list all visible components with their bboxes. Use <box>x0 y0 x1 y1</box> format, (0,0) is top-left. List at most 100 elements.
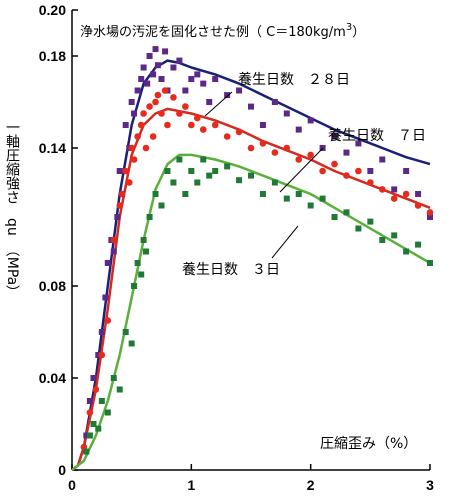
data-point <box>170 64 177 71</box>
data-point <box>367 168 374 174</box>
data-point <box>182 87 189 94</box>
data-point <box>343 172 350 179</box>
data-point <box>199 126 207 133</box>
data-point <box>223 133 231 140</box>
data-point <box>212 76 219 82</box>
y-tick-label: 0.08 <box>39 278 66 294</box>
data-point <box>146 103 153 110</box>
data-point <box>176 110 183 117</box>
data-point <box>259 140 267 147</box>
data-point <box>131 283 138 289</box>
data-point <box>116 386 123 393</box>
data-point <box>307 117 314 124</box>
data-point <box>259 122 266 128</box>
x-tick-label: 3 <box>426 477 434 493</box>
data-point <box>194 179 201 186</box>
annotation-leaders <box>204 91 324 259</box>
data-point <box>83 448 90 455</box>
data-point <box>137 121 145 129</box>
data-point <box>142 248 149 255</box>
data-point <box>379 237 386 243</box>
data-point <box>146 214 153 220</box>
series-curve-2 <box>71 153 431 471</box>
data-point <box>343 209 350 216</box>
data-point <box>212 168 219 174</box>
data-point <box>128 144 135 152</box>
chart-title: 浄水場の汚泥を固化させた例（ C＝180kg/m3） <box>80 22 365 40</box>
data-point <box>110 375 117 381</box>
data-point <box>128 99 135 105</box>
data-point <box>367 179 374 186</box>
data-point <box>152 191 159 197</box>
data-point <box>125 179 133 186</box>
data-point <box>343 149 350 156</box>
data-point <box>170 94 177 101</box>
data-point <box>144 80 151 87</box>
data-point <box>283 195 290 202</box>
data-point <box>355 167 362 175</box>
data-point <box>140 237 147 243</box>
data-point <box>283 110 290 117</box>
data-point <box>283 144 291 152</box>
data-point <box>271 179 278 186</box>
y-tick-label: 0.04 <box>39 370 66 386</box>
data-point <box>248 172 254 179</box>
data-point <box>355 140 362 147</box>
data-point <box>95 352 102 358</box>
data-point <box>131 110 138 117</box>
data-point <box>122 329 129 335</box>
x-tick-label: 1 <box>187 477 195 493</box>
x-axis-label: 圧縮歪み（%） <box>320 436 417 452</box>
data-point <box>379 156 386 163</box>
annotation-leader <box>271 225 299 259</box>
y-tick-label: 0.18 <box>39 48 66 64</box>
x-tick-label: 2 <box>307 477 315 493</box>
data-point <box>158 76 165 82</box>
data-point <box>122 167 129 175</box>
data-points <box>80 46 434 455</box>
data-point <box>236 87 243 94</box>
data-point <box>194 71 201 78</box>
data-point <box>164 168 171 174</box>
x-tick-label: 0 <box>68 477 76 493</box>
data-point <box>138 271 145 278</box>
data-point <box>295 156 303 163</box>
data-point <box>170 179 177 186</box>
data-point <box>98 351 106 359</box>
data-point <box>90 375 97 381</box>
data-point <box>295 126 302 133</box>
data-point <box>331 214 338 220</box>
data-point <box>146 53 153 59</box>
data-point <box>176 156 183 163</box>
y-axis-label: 一軸圧縮強さ qu （MPa） <box>4 120 20 300</box>
data-point <box>235 128 243 136</box>
data-point <box>403 168 410 174</box>
data-point <box>355 225 362 232</box>
data-point <box>247 144 255 152</box>
data-point <box>415 241 422 248</box>
data-point <box>86 432 93 439</box>
data-point <box>206 99 213 105</box>
series-annotation: 養生日数 ３日 <box>182 261 280 278</box>
data-point <box>206 172 213 179</box>
data-point <box>162 48 169 55</box>
data-point <box>391 232 398 239</box>
data-point <box>86 398 93 404</box>
data-point <box>415 191 422 197</box>
annotation-leader <box>279 147 324 193</box>
annotation-leader <box>204 91 233 117</box>
data-point <box>104 317 112 324</box>
data-point <box>140 64 147 71</box>
data-point <box>116 202 124 209</box>
data-point <box>140 110 147 117</box>
y-tick-label: 0 <box>58 462 66 478</box>
data-point <box>331 160 338 168</box>
data-point <box>427 260 433 266</box>
chart-texts: 浄水場の汚泥を固化させた例（ C＝180kg/m3） 圧縮歪み（%） 養生日数 ２８… <box>80 22 426 452</box>
data-point <box>331 133 338 140</box>
data-point <box>134 260 141 266</box>
data-point <box>130 156 138 163</box>
data-point <box>176 57 183 64</box>
y-tick-label: 0.14 <box>39 140 66 156</box>
data-point <box>128 340 135 347</box>
